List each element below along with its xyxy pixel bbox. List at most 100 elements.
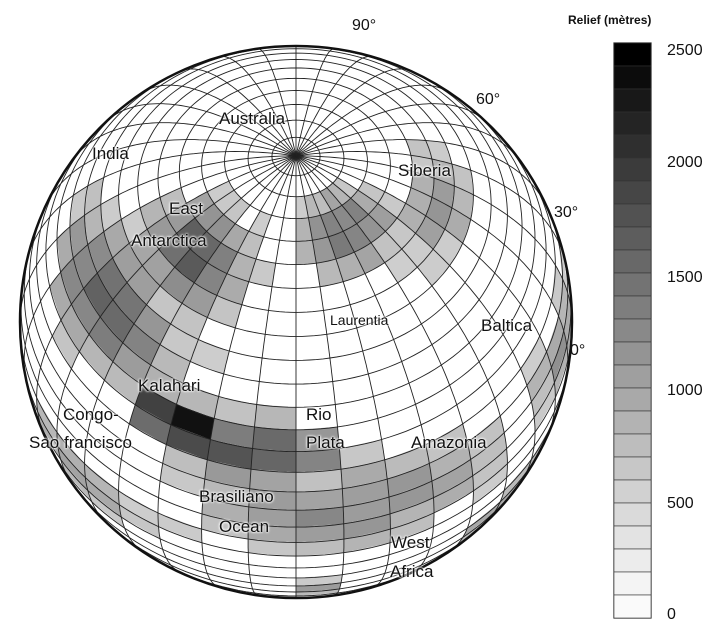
- legend-band: [613, 548, 652, 573]
- relief-cell: [119, 504, 161, 539]
- grid-line: [56, 155, 297, 483]
- relief-cell: [36, 397, 58, 447]
- relief-cell: [425, 423, 468, 464]
- relief-cell: [160, 323, 199, 362]
- label-brasiliano: Brasiliano: [199, 487, 274, 506]
- relief-cell: [89, 317, 123, 362]
- relief-cell: [142, 365, 183, 405]
- relief-cell: [176, 383, 219, 419]
- legend-tick-2000: 2000: [667, 154, 703, 171]
- legend-band: [613, 203, 652, 228]
- relief-cell: [546, 316, 564, 368]
- legend-band: [613, 157, 652, 182]
- lat-30-label: 30°: [554, 204, 579, 221]
- relief-cell: [470, 432, 507, 476]
- relief-cell: [104, 361, 143, 405]
- label-sao-francisco: Sao francisco: [29, 433, 132, 452]
- legend-band: [613, 433, 652, 458]
- relief-cell: [122, 323, 161, 365]
- relief-cell: [221, 223, 249, 253]
- legend-band: [613, 134, 652, 159]
- legend-band: [613, 88, 652, 113]
- relief-cell: [390, 497, 434, 530]
- relief-cell: [146, 285, 182, 324]
- relief-cell: [69, 185, 88, 227]
- label-baltica: Baltica: [481, 316, 533, 335]
- relief-cell: [112, 282, 147, 324]
- relief-cell: [84, 204, 104, 245]
- relief-cell: [79, 334, 113, 381]
- relief-cell: [69, 215, 88, 259]
- relief-cell: [368, 203, 397, 232]
- relief-cell: [371, 231, 402, 263]
- grid-line: [295, 155, 569, 381]
- relief-cell: [312, 236, 336, 264]
- relief-cell: [320, 187, 342, 211]
- grid-line: [295, 155, 391, 588]
- grid-line: [295, 155, 536, 483]
- legend-band: [613, 295, 652, 320]
- relief-cell: [343, 529, 391, 553]
- relief-cell: [429, 442, 471, 482]
- relief-cell: [201, 513, 249, 540]
- relief-cell: [385, 218, 416, 249]
- relief-cell: [140, 197, 167, 230]
- legend-band: [613, 272, 652, 297]
- relief-cell: [176, 218, 207, 249]
- label-east: East: [169, 199, 204, 218]
- relief-cell: [405, 187, 432, 216]
- grid-line: [45, 139, 297, 207]
- legend-band: [613, 318, 652, 343]
- grid-line: [118, 155, 297, 551]
- relief-cell: [343, 513, 391, 540]
- relief-cell: [444, 207, 471, 244]
- relief-cell: [87, 490, 125, 529]
- relief-cell: [308, 215, 329, 241]
- relief-cell: [186, 191, 215, 218]
- relief-cell: [296, 217, 313, 242]
- label-laurentia: Laurentia: [330, 312, 389, 328]
- legend-tick-2500: 2500: [667, 42, 703, 59]
- legend-band: [613, 111, 652, 136]
- relief-cell: [405, 139, 432, 159]
- relief-cell: [121, 207, 148, 244]
- relief-cell: [166, 203, 195, 234]
- relief-cell: [296, 469, 343, 492]
- relief-cell: [467, 415, 505, 460]
- grid-line: [295, 155, 474, 551]
- relief-cell: [134, 304, 171, 345]
- relief-cell: [112, 342, 151, 386]
- relief-cell: [170, 303, 208, 340]
- relief-cell: [85, 477, 122, 518]
- relief-cell: [190, 231, 221, 263]
- legend-band: [613, 42, 652, 67]
- legend-band: [613, 594, 652, 619]
- grid-line: [84, 155, 297, 521]
- relief-cell: [207, 295, 242, 328]
- label-africa: Africa: [390, 562, 434, 581]
- relief-cell: [251, 448, 296, 473]
- relief-cell: [296, 488, 344, 511]
- grid-line: [296, 155, 572, 322]
- relief-cell: [472, 463, 508, 505]
- relief-cell: [558, 279, 568, 331]
- relief-cell: [357, 181, 385, 204]
- relief-cell: [312, 191, 332, 216]
- grid-line: [295, 155, 556, 436]
- relief-cell: [296, 506, 344, 528]
- lat-90-label: 90°: [352, 17, 377, 34]
- relief-cell: [84, 463, 120, 505]
- relief-cell: [252, 426, 296, 452]
- label-amazonia: Amazonia: [411, 433, 487, 452]
- grid-line: [295, 155, 345, 596]
- relief-cell: [162, 444, 208, 480]
- label-australia: Australia: [219, 109, 286, 128]
- grid-line: [219, 56, 297, 157]
- grid-line: [295, 155, 435, 573]
- relief-cell: [296, 448, 341, 473]
- relief-cell: [350, 190, 378, 215]
- relief-cell: [49, 272, 72, 321]
- legend-band: [613, 65, 652, 90]
- lat-lon-grid: [20, 46, 572, 598]
